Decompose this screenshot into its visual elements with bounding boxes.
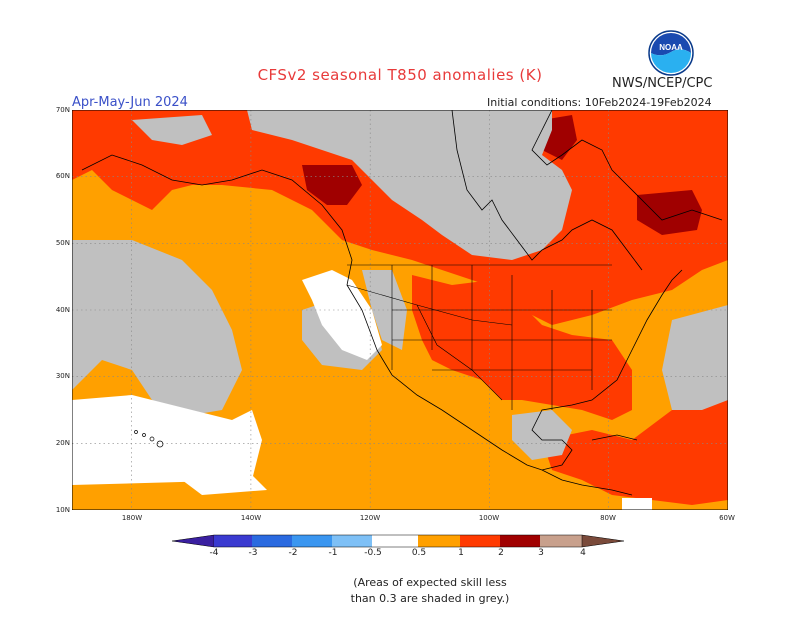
lon-gridlines <box>131 110 610 510</box>
legend-swatch <box>418 535 460 547</box>
anomaly-region-darkred-canada <box>302 165 362 205</box>
legend-swatch <box>500 535 540 547</box>
lon-label: 100W <box>478 514 500 522</box>
legend-swatch <box>372 535 418 547</box>
map-title: CFSv2 seasonal T850 anomalies (K) <box>257 66 543 84</box>
hawaii-islands <box>134 430 164 448</box>
logo-text: NOAA <box>659 43 683 52</box>
grey-region-baja <box>362 270 407 350</box>
lon-label: 80W <box>600 514 616 522</box>
lat-label: 60N <box>55 172 70 180</box>
lat-label: 50N <box>55 239 70 247</box>
legend-swatch <box>214 535 252 547</box>
legend-swatch <box>292 535 332 547</box>
anomaly-map <box>71 109 729 511</box>
white-region-pacific <box>72 395 262 485</box>
white-region-panama <box>622 498 652 510</box>
grey-region-pacific-west <box>72 240 242 415</box>
grey-region-alaska <box>132 115 212 145</box>
grey-region-arctic <box>247 110 572 260</box>
legend-tick: -1 <box>328 548 338 558</box>
anomaly-region-red-caribbean <box>542 400 728 505</box>
grey-region-gulf <box>512 410 572 460</box>
legend-tick: 4 <box>580 548 586 558</box>
political-borders <box>346 264 612 410</box>
grey-region-atlantic <box>662 305 728 410</box>
white-region-pacific-south <box>182 475 267 495</box>
noaa-logo: NOAA <box>648 30 694 76</box>
color-legend <box>171 530 632 560</box>
legend-arrow-high <box>581 534 625 548</box>
white-region-california <box>302 270 382 360</box>
lon-label: 180W <box>121 514 143 522</box>
legend-tick: 1 <box>458 548 464 558</box>
anomaly-region-red-north <box>72 110 728 325</box>
initial-conditions: Initial conditions: 10Feb2024-19Feb2024 <box>487 96 712 109</box>
legend-arrow-low <box>171 534 215 548</box>
legend-tick: 0.5 <box>411 548 427 558</box>
lat-label: 30N <box>55 372 70 380</box>
lon-label: 120W <box>359 514 381 522</box>
lon-label: 140W <box>240 514 262 522</box>
legend-swatch <box>540 535 582 547</box>
coastlines <box>81 109 723 496</box>
lon-label: 60W <box>719 514 735 522</box>
lat-label: 70N <box>55 106 70 114</box>
legend-tick: -4 <box>209 548 219 558</box>
legend-tick: -0.5 <box>364 548 382 558</box>
legend-swatch <box>460 535 500 547</box>
organization-label: NWS/NCEP/CPC <box>612 76 713 91</box>
legend-tick: 3 <box>538 548 544 558</box>
legend-swatch <box>332 535 372 547</box>
lat-label: 20N <box>55 439 70 447</box>
legend-tick: 2 <box>498 548 504 558</box>
anomaly-region-red-central <box>412 275 632 420</box>
lat-label: 10N <box>55 506 70 514</box>
legend-tick: -2 <box>288 548 298 558</box>
lat-gridlines <box>72 176 728 444</box>
lat-label: 40N <box>55 306 70 314</box>
anomaly-region-darkred-quebec <box>637 190 702 235</box>
legend-swatch <box>252 535 292 547</box>
forecast-period: Apr-May-Jun 2024 <box>72 95 188 110</box>
skill-note-line1: (Areas of expected skill less <box>353 576 507 589</box>
skill-note-line2: than 0.3 are shaded in grey.) <box>350 592 510 605</box>
legend-tick: -3 <box>248 548 258 558</box>
